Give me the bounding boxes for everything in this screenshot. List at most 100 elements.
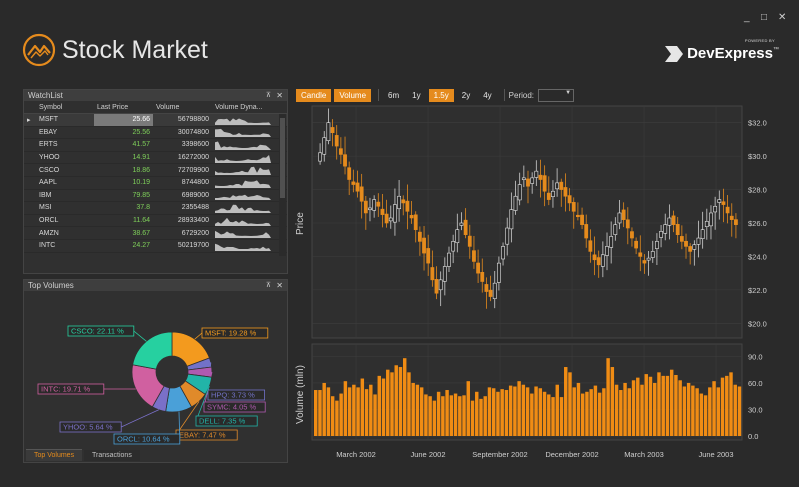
volume-bar[interactable] [542,391,547,436]
volume-bar[interactable] [483,396,487,436]
volume-bar[interactable] [610,367,615,436]
candle-body[interactable] [451,241,456,252]
volume-bar[interactable] [449,395,454,436]
table-row[interactable]: ▸ MSFT 25.66 56798800 [24,113,287,127]
volume-bar[interactable] [398,367,403,436]
candle-body[interactable] [534,170,539,178]
volume-bar[interactable] [602,388,606,436]
table-row[interactable]: IBM 79.85 6989000 [24,189,287,203]
watchlist-scrollbar[interactable] [279,114,286,256]
volume-bar[interactable] [559,397,564,436]
candle-body[interactable] [509,209,514,230]
candle-body[interactable] [646,257,651,261]
candle-body[interactable] [343,154,347,167]
volume-bar[interactable] [653,382,657,436]
volume-bar[interactable] [458,396,462,436]
candle-body[interactable] [663,224,668,234]
candle-body[interactable] [650,251,655,258]
volume-bar[interactable] [411,382,415,436]
candle-body[interactable] [401,199,406,204]
candle-body[interactable] [526,178,530,187]
volume-bar[interactable] [669,369,674,436]
candle-body[interactable] [330,127,335,134]
candle-body[interactable] [671,215,676,225]
candle-body[interactable] [696,237,701,245]
volume-bar[interactable] [551,397,555,436]
candle-body[interactable] [501,246,505,260]
volume-bar[interactable] [428,396,432,436]
candle-body[interactable] [459,222,464,226]
candle-body[interactable] [667,217,672,226]
candle-body[interactable] [588,240,593,252]
volume-bar[interactable] [568,372,572,436]
close-icon[interactable]: ✕ [276,91,283,100]
volume-bar[interactable] [475,391,479,436]
candle-body[interactable] [426,248,431,264]
table-row[interactable]: EBAY 25.56 30074800 [24,126,287,140]
candle-body[interactable] [700,229,705,240]
candle-body[interactable] [463,219,468,236]
candle-body[interactable] [388,217,393,222]
candle-body[interactable] [413,214,418,230]
candle-body[interactable] [405,200,410,212]
volume-bar[interactable] [674,374,678,436]
candle-body[interactable] [600,254,605,267]
pin-icon[interactable]: ⊼ [265,282,271,289]
volume-bar[interactable] [623,382,627,436]
candle-body[interactable] [363,200,368,214]
volume-bar[interactable] [491,388,496,436]
volume-bar[interactable] [487,387,492,436]
volume-bar[interactable] [394,365,398,436]
tab-transactions[interactable]: Transactions [84,450,140,461]
close-icon[interactable]: ✕ [276,281,283,290]
volume-bar[interactable] [377,375,382,436]
close-button[interactable]: ✕ [778,12,787,23]
volume-bar[interactable] [572,387,576,436]
candle-body[interactable] [734,219,738,225]
volume-bar[interactable] [386,369,390,436]
volume-bar[interactable] [436,391,441,436]
volume-bar[interactable] [589,389,593,436]
candle-body[interactable] [530,177,535,184]
volume-bar[interactable] [352,384,356,436]
candle-body[interactable] [322,137,327,155]
volume-bar[interactable] [712,381,716,436]
volume-bar[interactable] [708,387,712,436]
candle-body[interactable] [505,227,510,245]
candle-body[interactable] [709,212,713,227]
candle-body[interactable] [725,206,730,214]
candle-body[interactable] [613,224,618,235]
candle-body[interactable] [580,214,584,225]
range-2y-button[interactable]: 2y [461,90,471,100]
table-row[interactable]: ERTS 41.57 3398600 [24,138,287,152]
table-row[interactable]: INTC 24.27 50219700 [24,239,287,253]
range-4y-button[interactable]: 4y [483,90,492,100]
table-row[interactable]: AMZN 38.67 6729200 [24,226,287,240]
volume-bar[interactable] [737,386,742,436]
volume-bar[interactable] [432,400,437,436]
candle-body[interactable] [480,271,485,282]
candle-body[interactable] [409,215,414,219]
volume-bar[interactable] [580,393,585,436]
volume-bar[interactable] [415,384,420,436]
volume-bar[interactable] [678,380,682,436]
volume-bar[interactable] [356,387,360,436]
candle-body[interactable] [397,195,401,210]
volume-bar[interactable] [657,372,661,436]
column-header-symbol[interactable]: Symbol [36,101,94,114]
pin-icon[interactable]: ⊼ [265,92,271,99]
candle-body[interactable] [492,282,497,299]
volume-bar[interactable] [733,384,737,436]
candle-body[interactable] [359,186,364,202]
candle-body[interactable] [318,152,322,162]
period-dropdown[interactable]: ▼ [538,88,575,102]
candle-body[interactable] [655,241,659,249]
volume-bar[interactable] [619,390,623,436]
candle-body[interactable] [551,190,555,197]
candle-body[interactable] [430,267,435,281]
candle-body[interactable] [546,192,551,200]
candle-body[interactable] [434,279,439,294]
candle-body[interactable] [555,182,560,190]
volume-bar[interactable] [695,388,699,436]
candle-body[interactable] [659,231,663,238]
